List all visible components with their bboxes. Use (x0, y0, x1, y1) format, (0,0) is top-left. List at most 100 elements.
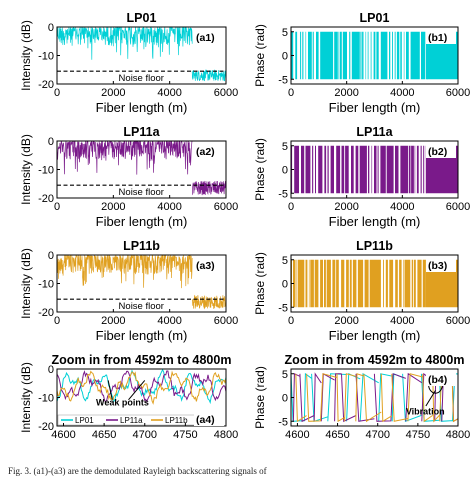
y-tick-label: 0 (48, 364, 54, 376)
y-axis-label: Intensity (dB) (19, 248, 33, 319)
legend: LP01 LP11a LP11b (57, 414, 199, 426)
vibration-arrow (425, 390, 436, 407)
series-line-signal (57, 27, 193, 60)
noise-floor-label: Noise floor (119, 187, 164, 198)
x-tick-label: 2000 (101, 315, 125, 327)
figure-caption: Fig. 3. (a1)-(a3) are the demodulated Ra… (8, 466, 267, 476)
x-tick-label: 4000 (157, 87, 181, 99)
x-tick-label: 4000 (390, 315, 414, 327)
y-tick-label: 5 (282, 141, 288, 153)
y-axis-label: Intensity (dB) (19, 20, 33, 91)
series-line-tail (191, 294, 226, 310)
x-tick-label: 2000 (334, 87, 358, 99)
y-tick-label: -5 (278, 74, 288, 86)
x-tick-label: 4000 (390, 201, 414, 213)
y-tick-label: 0 (48, 22, 54, 34)
series-line-lp01 (57, 369, 226, 405)
x-axis-label: Fiber length (m) (329, 100, 421, 115)
panel-a1: Noise floor 0 2000 4000 6000 0 -10 -20 LP01 Fiber… (19, 11, 238, 115)
x-tick-label: 4750 (173, 429, 197, 441)
x-tick-label: 6000 (214, 201, 238, 213)
panel-a4: LP01 LP11a LP11b Weak points 4600 4650 4700 475… (19, 353, 238, 441)
x-tick-label: 0 (288, 87, 294, 99)
legend-label: LP01 (75, 416, 94, 425)
x-tick-label: 2000 (101, 87, 125, 99)
y-tick-label: -5 (278, 416, 288, 428)
panel-title: LP11a (356, 125, 393, 139)
panel-tag-bg (194, 145, 224, 158)
vibration-label: Vibration (406, 407, 445, 417)
y-axis-label: Intensity (dB) (19, 134, 33, 205)
panel-tag: (a1) (196, 32, 215, 44)
x-axis-label: Fiber length (m) (329, 328, 421, 343)
noise-floor-label-bg (116, 301, 174, 312)
legend-label: LP11a (120, 416, 143, 425)
panel-tag: (b1) (428, 32, 447, 44)
panel-tag: (b3) (428, 260, 447, 272)
panel-title: LP01 (127, 11, 157, 25)
x-tick-label: 4800 (446, 429, 470, 441)
series-line-phase (291, 31, 428, 80)
noise-floor-label: Noise floor (119, 301, 164, 312)
noise-floor-label-bg (116, 187, 174, 198)
y-tick-label: 0 (282, 393, 288, 405)
weak-points-arrow (128, 380, 146, 401)
series-line-phase (291, 259, 426, 308)
y-tick-label: 0 (48, 136, 54, 148)
series-line-lp11b (57, 370, 226, 405)
y-tick-label: -20 (38, 193, 54, 205)
y-axis-label: Phase (rad) (253, 252, 267, 315)
x-tick-label: 4000 (390, 87, 414, 99)
y-tick-label: -10 (38, 279, 54, 291)
x-tick-label: 4650 (325, 429, 349, 441)
x-tick-label: 4800 (214, 429, 238, 441)
panel-tag-bg (194, 413, 224, 426)
panel-tag: (b2) (428, 146, 447, 158)
x-tick-label: 0 (54, 87, 60, 99)
y-tick-label: -10 (38, 165, 54, 177)
x-tick-label: 4000 (157, 315, 181, 327)
y-tick-label: -5 (278, 188, 288, 200)
plot-area-a4 (57, 369, 226, 405)
panel-a2: Noise floor 0 2000 4000 6000 0 -10 -20 LP11a Fibe… (19, 125, 238, 229)
panel-tag: (a2) (196, 146, 215, 158)
panel-title: LP01 (360, 11, 390, 25)
y-axis-label: Phase (rad) (253, 24, 267, 87)
panel-tag: (a4) (196, 414, 215, 426)
series-line-tail (191, 180, 226, 196)
panel-tag-bg (194, 31, 224, 44)
panel-title: LP11a (123, 125, 160, 139)
x-tick-label: 2000 (334, 201, 358, 213)
y-tick-label: -5 (278, 302, 288, 314)
x-tick-label: 2000 (101, 201, 125, 213)
plot-area-b4 (291, 372, 458, 423)
x-tick-label: 4700 (365, 429, 389, 441)
y-axis-label: Intensity (dB) (19, 362, 33, 433)
panel-tag-bg (194, 259, 224, 272)
x-tick-label: 0 (288, 315, 294, 327)
noise-floor-label: Noise floor (119, 73, 164, 84)
x-tick-label: 4600 (51, 429, 75, 441)
panel-title: Zoom in from 4592m to 4800m (52, 353, 232, 367)
x-axis-label: Fiber length (m) (96, 100, 188, 115)
legend-label: LP11b (165, 416, 188, 425)
panel-tag-bg (426, 31, 456, 44)
y-axis-label: Phase (rad) (253, 366, 267, 429)
panel-title: LP11b (356, 239, 393, 253)
panel-tag-bg (426, 145, 456, 158)
series-line-tail (191, 69, 226, 82)
panel-tag: (b4) (428, 374, 447, 386)
y-tick-label: 0 (282, 165, 288, 177)
x-tick-label: 4650 (92, 429, 116, 441)
panel-b4: Vibration 4600 4650 4700 4750 4800 5 0 -5 Zoom in… (253, 353, 470, 441)
x-tick-label: 6000 (446, 315, 470, 327)
panel-tag-bg (426, 373, 456, 386)
x-tick-label: 4600 (285, 429, 309, 441)
y-tick-label: -20 (38, 307, 54, 319)
y-tick-label: -20 (38, 79, 54, 91)
y-tick-label: -10 (38, 51, 54, 63)
series-line-signal (57, 141, 193, 175)
